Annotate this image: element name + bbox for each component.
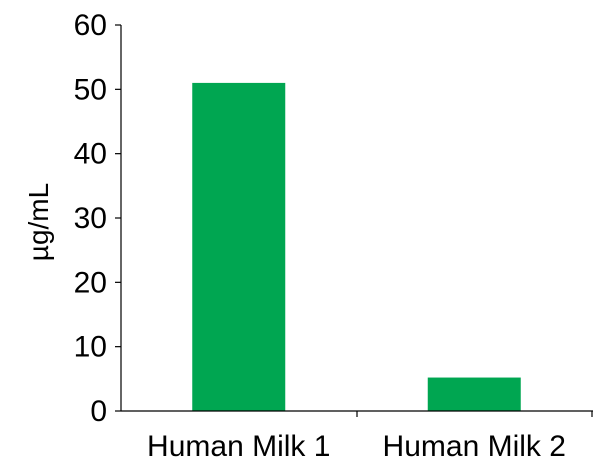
y-tick-label: 30 — [74, 202, 107, 235]
y-tick-label: 20 — [74, 266, 107, 299]
x-category-label: Human Milk 2 — [383, 430, 566, 463]
y-tick-label: 40 — [74, 138, 107, 171]
y-axis-ticks: 0 10 20 30 40 50 60 — [74, 9, 121, 428]
y-tick-label: 50 — [74, 73, 107, 106]
y-tick-label: 10 — [74, 331, 107, 364]
x-axis-category-labels: Human Milk 1 Human Milk 2 — [147, 430, 566, 463]
y-tick-label: 60 — [74, 9, 107, 42]
y-axis-label-group: µg/mL — [23, 183, 54, 261]
bar-2 — [427, 377, 521, 411]
y-tick-label: 0 — [90, 395, 107, 428]
x-category-label: Human Milk 1 — [147, 430, 330, 463]
y-axis-label: µg/mL — [23, 183, 54, 261]
bar-1 — [192, 82, 286, 412]
bars — [192, 82, 521, 412]
